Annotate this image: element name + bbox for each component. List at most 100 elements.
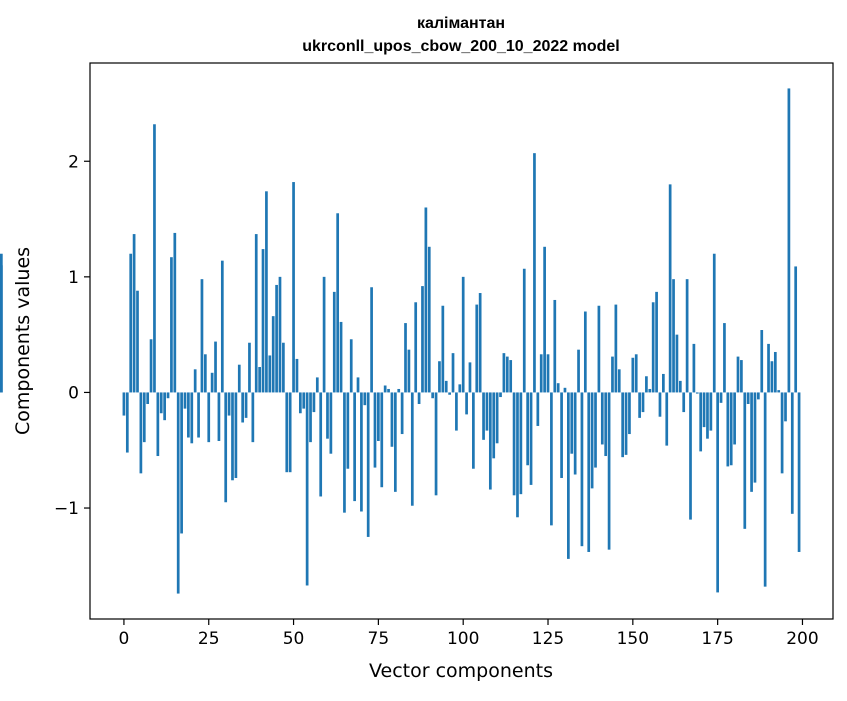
bar-32 <box>231 392 234 481</box>
bar-7 <box>146 392 150 404</box>
ticks-group: 0 25 50 75 100 125 150 175 200 −1 0 1 2 <box>54 152 819 649</box>
bar-143 <box>607 392 611 550</box>
bar-39 <box>254 234 258 393</box>
bar-155 <box>648 388 652 393</box>
bar-154 <box>645 376 648 393</box>
bar-164 <box>678 380 682 393</box>
y-tick-label: 1 <box>68 268 79 288</box>
bar-174 <box>712 253 716 393</box>
x-tick-label: 200 <box>786 629 818 649</box>
bar-137 <box>587 392 591 552</box>
bar-172 <box>706 392 709 439</box>
chart-title: калімантан <box>417 15 505 32</box>
bar-96 <box>448 392 451 395</box>
bar-56 <box>312 392 316 413</box>
bar-92 <box>434 392 438 496</box>
bar-101 <box>465 392 468 415</box>
bar-60 <box>326 392 329 439</box>
bar-147 <box>621 392 625 458</box>
bar-78 <box>387 388 390 393</box>
x-tick-label: 50 <box>283 629 305 649</box>
bar-83 <box>404 323 407 393</box>
bar-135 <box>580 392 584 547</box>
bar-6 <box>142 392 146 443</box>
bar-54 <box>305 392 309 586</box>
bar-100 <box>461 276 465 393</box>
bar-167 <box>689 392 692 520</box>
bar-99 <box>458 384 462 393</box>
bar-4 <box>136 290 139 393</box>
bar-150 <box>631 357 635 393</box>
bar-41 <box>261 249 265 393</box>
bar-72 <box>366 392 370 537</box>
plot-frame <box>89 62 834 620</box>
bar-5 <box>139 392 143 474</box>
bar-112 <box>502 353 506 393</box>
bar-84 <box>407 349 411 393</box>
bar-184 <box>746 392 750 404</box>
bar-109 <box>492 392 496 459</box>
bar-177 <box>723 323 726 393</box>
bar-26 <box>210 372 214 393</box>
bar-193 <box>777 390 781 393</box>
bar-197 <box>790 392 794 514</box>
bar-62 <box>332 291 336 393</box>
bar-52 <box>298 392 302 414</box>
bar-16 <box>176 392 180 594</box>
bar-10 <box>156 392 160 457</box>
bar-116 <box>516 392 519 518</box>
bar-127 <box>553 299 557 393</box>
y-tick-label: 0 <box>68 383 79 403</box>
bar-182 <box>740 360 743 393</box>
bar-68 <box>353 392 356 502</box>
bar-undefined <box>0 253 3 393</box>
bar-25 <box>207 392 211 443</box>
bar-43 <box>268 355 272 393</box>
bar-124 <box>543 246 546 393</box>
bar-120 <box>529 392 533 485</box>
bar-98 <box>455 392 458 431</box>
bar-190 <box>767 343 770 393</box>
x-axis-label: Vector components <box>369 660 553 682</box>
bar-42 <box>265 191 268 393</box>
bar-8 <box>149 339 153 393</box>
bar-163 <box>675 334 679 393</box>
bar-107 <box>485 392 489 431</box>
bar-183 <box>743 392 747 529</box>
bar-175 <box>716 392 719 593</box>
x-tick-label: 25 <box>198 629 220 649</box>
bar-12 <box>163 392 166 421</box>
bar-119 <box>526 392 530 466</box>
bar-91 <box>431 392 435 399</box>
bar-48 <box>285 392 289 473</box>
bar-185 <box>750 392 753 492</box>
bar-81 <box>397 388 401 393</box>
bar-50 <box>292 182 295 393</box>
bar-24 <box>203 354 207 393</box>
bar-36 <box>244 392 248 418</box>
bar-51 <box>295 358 299 393</box>
bar-179 <box>729 392 733 466</box>
bar-104 <box>475 304 479 393</box>
x-tick-label: 75 <box>368 629 390 649</box>
bar-188 <box>760 330 764 393</box>
bar-195 <box>784 392 787 422</box>
bar-71 <box>363 392 367 406</box>
bar-189 <box>763 392 767 587</box>
bar-55 <box>309 392 312 443</box>
bar-46 <box>278 276 282 393</box>
bar-14 <box>170 257 173 393</box>
bar-90 <box>427 246 431 393</box>
bar-64 <box>339 321 343 393</box>
bar-131 <box>567 392 570 559</box>
bar-80 <box>393 392 397 492</box>
bar-29 <box>220 260 224 393</box>
bar-122 <box>536 392 540 426</box>
bar-47 <box>282 342 285 393</box>
bar-114 <box>509 360 513 393</box>
bar-165 <box>682 392 686 413</box>
bar-139 <box>594 392 597 468</box>
bar-37 <box>248 342 251 393</box>
